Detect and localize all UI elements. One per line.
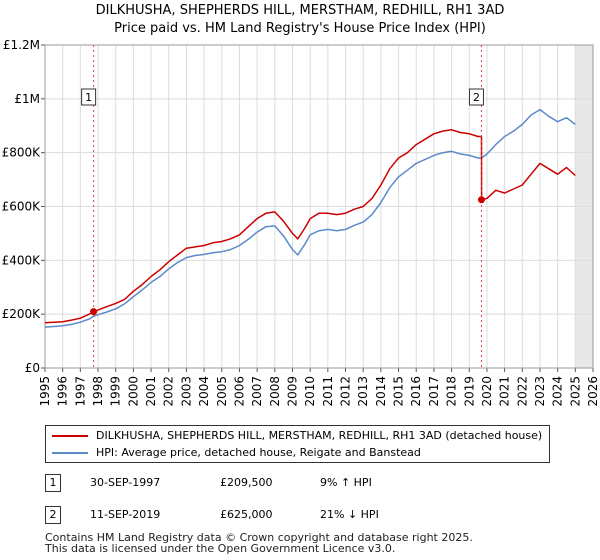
legend-property-label: DILKHUSHA, SHEPHERDS HILL, MERSTHAM, RED… <box>96 429 543 442</box>
footer-copyright: Contains HM Land Registry data © Crown c… <box>45 531 473 544</box>
sale-label: 2 <box>473 91 480 104</box>
y-tick-label: £1M <box>14 92 40 106</box>
x-tick-label: 2014 <box>374 376 388 407</box>
sale-date: 11-SEP-2019 <box>90 508 161 521</box>
x-tick-label: 2025 <box>568 376 582 407</box>
footer-license: This data is licensed under the Open Gov… <box>45 542 396 555</box>
legend: DILKHUSHA, SHEPHERDS HILL, MERSTHAM, RED… <box>45 425 550 463</box>
x-tick-label: 1995 <box>38 376 52 407</box>
sale-point <box>477 196 485 204</box>
x-tick-label: 2009 <box>285 376 299 407</box>
sale-label-box <box>468 88 484 106</box>
y-tick-label: £600K <box>2 200 42 214</box>
x-tick-label: 2026 <box>586 376 600 407</box>
x-tick-label: 2024 <box>551 376 565 407</box>
x-tick-label: 2001 <box>144 376 158 407</box>
legend-hpi-swatch <box>52 452 88 454</box>
series-line-hpi <box>44 108 576 328</box>
x-tick-label: 2000 <box>126 376 140 407</box>
x-tick-label: 2010 <box>303 376 317 407</box>
x-tick-label: 2015 <box>392 376 406 407</box>
sale-badge: 2 <box>45 506 61 524</box>
x-tick-label: 2019 <box>462 376 476 407</box>
plot-frame <box>44 44 594 369</box>
sale-label-box <box>81 88 97 106</box>
x-tick-label: 2022 <box>515 376 529 407</box>
x-tick-label: 2012 <box>339 376 353 407</box>
y-tick-label: £800K <box>2 146 42 160</box>
x-tick-label: 2002 <box>162 376 176 407</box>
x-tick-label: 1997 <box>73 376 87 407</box>
sale-badge: 1 <box>45 474 61 492</box>
price-chart: 1995 1996 1997 1998 1999 2000 2001 2002 2003 2004… <box>2 38 600 407</box>
x-tick-label: 2016 <box>409 376 423 407</box>
x-tick-label: 1999 <box>109 376 123 407</box>
x-tick-label: 2020 <box>480 376 494 407</box>
sale-date: 30-SEP-1997 <box>90 476 161 489</box>
x-tick-label: 2023 <box>533 376 547 407</box>
x-tick-label: 2008 <box>268 376 282 407</box>
x-tick-label: 2018 <box>445 376 459 407</box>
x-tick-label: 2003 <box>179 376 193 407</box>
sale-price: £625,000 <box>220 508 273 521</box>
grid <box>44 44 594 369</box>
x-tick-label: 2013 <box>356 376 370 407</box>
y-tick-label: £0 <box>25 361 40 375</box>
sale-hpi-change: 9% ↑ HPI <box>320 476 372 489</box>
sale-price: £209,500 <box>220 476 273 489</box>
x-tick-label: 2011 <box>321 376 335 407</box>
x-tick-label: 1996 <box>56 376 70 407</box>
chart-title: DILKHUSHA, SHEPHERDS HILL, MERSTHAM, RED… <box>95 3 505 18</box>
axes: 1995 1996 1997 1998 1999 2000 2001 2002 2003 2004… <box>2 38 600 407</box>
y-tick-label: £1.2M <box>3 38 40 52</box>
sale-label: 1 <box>85 91 92 104</box>
x-tick-label: 1998 <box>91 376 105 407</box>
x-tick-label: 2017 <box>427 376 441 407</box>
y-tick-label: £200K <box>2 307 42 321</box>
sale-point <box>90 308 98 316</box>
chart-subtitle: Price paid vs. HM Land Registry's House … <box>114 21 486 36</box>
x-tick-label: 2021 <box>498 376 512 407</box>
legend-hpi-label: HPI: Average price, detached house, Reig… <box>96 446 421 459</box>
x-tick-label: 2004 <box>197 376 211 407</box>
x-tick-label: 2005 <box>215 376 229 407</box>
x-tick-label: 2006 <box>232 376 246 407</box>
x-tick-label: 2007 <box>250 376 264 407</box>
legend-property-swatch <box>52 435 88 437</box>
y-tick-label: £400K <box>2 253 42 267</box>
sale-hpi-change: 21% ↓ HPI <box>320 508 379 521</box>
